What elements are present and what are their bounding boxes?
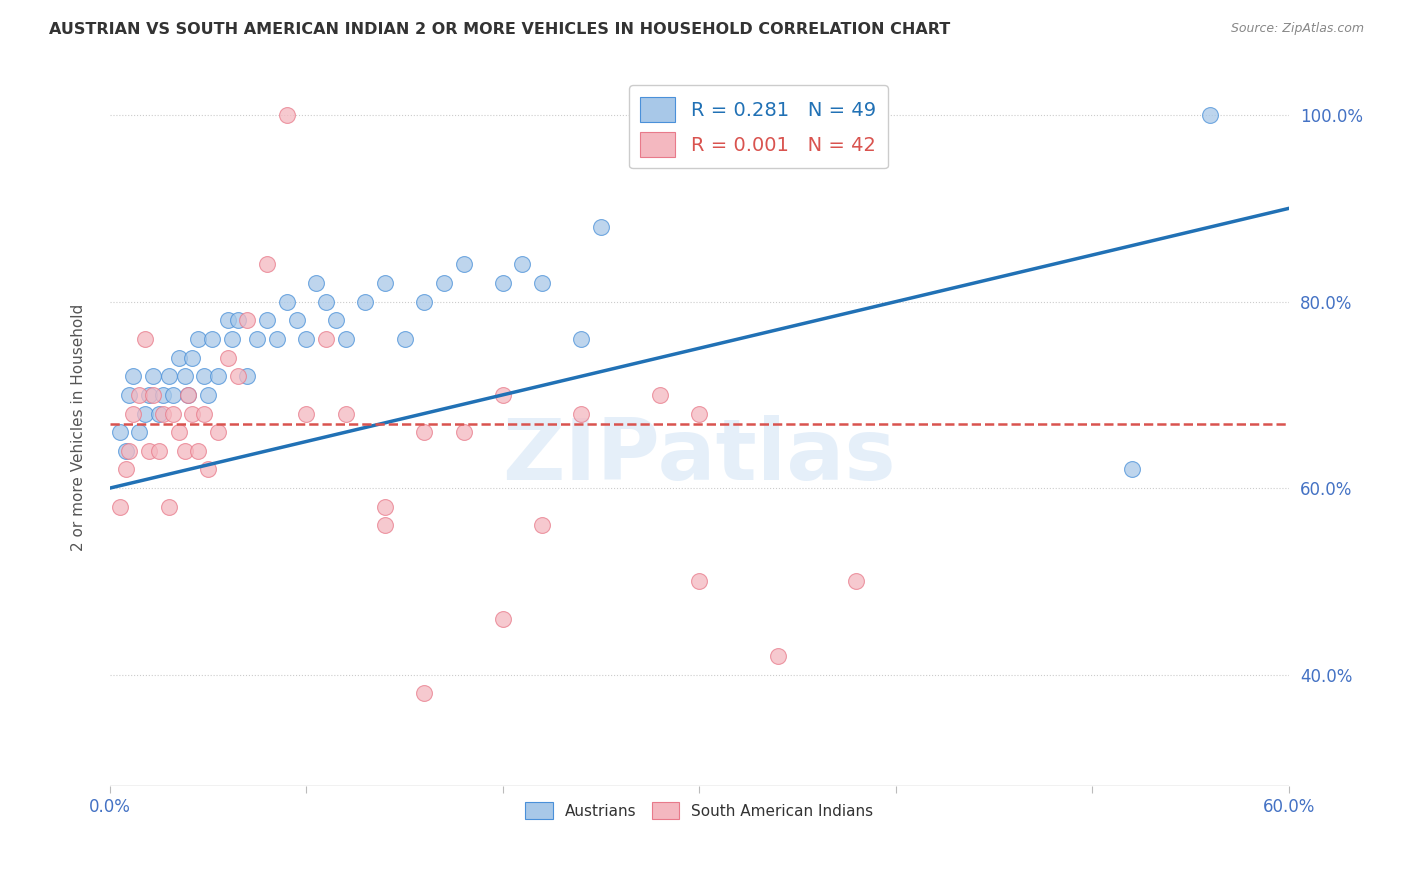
Point [256,257,278,271]
Point [181,407,204,421]
Point [207,425,229,439]
Point [187,332,209,346]
Point [531,276,554,290]
Point [177,388,200,402]
Point [187,443,209,458]
Point [512,257,534,271]
Point [453,257,475,271]
Point [295,407,318,421]
Point [138,388,160,402]
Point [325,313,347,327]
Point [157,369,180,384]
Point [266,332,288,346]
Point [226,369,249,384]
Point [571,332,593,346]
Point [315,332,337,346]
Point [374,518,396,533]
Point [114,443,136,458]
Point [256,313,278,327]
Point [221,332,243,346]
Point [167,351,190,365]
Point [236,369,259,384]
Point [1121,462,1143,476]
Point [177,388,200,402]
Point [173,443,195,458]
Point [114,462,136,476]
Point [305,276,328,290]
Y-axis label: 2 or more Vehicles in Household: 2 or more Vehicles in Household [72,304,86,551]
Point [152,407,174,421]
Point [236,313,259,327]
Point [173,369,195,384]
Point [108,500,131,514]
Point [688,407,710,421]
Point [285,313,308,327]
Point [374,500,396,514]
Point [335,332,357,346]
Point [181,351,204,365]
Text: Source: ZipAtlas.com: Source: ZipAtlas.com [1230,22,1364,36]
Point [276,294,298,309]
Point [688,108,710,122]
Text: ZIPatlas: ZIPatlas [502,415,896,498]
Point [167,425,190,439]
Point [374,276,396,290]
Point [591,220,613,235]
Point [128,388,150,402]
Point [492,612,515,626]
Text: AUSTRIAN VS SOUTH AMERICAN INDIAN 2 OR MORE VEHICLES IN HOUSEHOLD CORRELATION CH: AUSTRIAN VS SOUTH AMERICAN INDIAN 2 OR M… [49,22,950,37]
Point [394,332,416,346]
Point [354,294,377,309]
Point [295,332,318,346]
Point [197,462,219,476]
Point [128,425,150,439]
Point [108,425,131,439]
Point [413,686,436,700]
Point [246,332,269,346]
Point [453,425,475,439]
Point [207,369,229,384]
Point [335,407,357,421]
Point [201,332,224,346]
Point [226,313,249,327]
Point [766,648,789,663]
Point [197,388,219,402]
Point [413,425,436,439]
Point [688,574,710,589]
Point [193,407,215,421]
Point [492,276,515,290]
Point [138,443,160,458]
Point [433,276,456,290]
Point [152,388,174,402]
Point [122,369,145,384]
Point [148,443,170,458]
Point [148,407,170,421]
Point [193,369,215,384]
Legend: Austrians, South American Indians: Austrians, South American Indians [519,796,880,825]
Point [118,388,141,402]
Point [492,388,515,402]
Point [315,294,337,309]
Point [162,407,184,421]
Point [531,518,554,533]
Point [142,388,165,402]
Point [134,332,156,346]
Point [845,574,868,589]
Point [1199,108,1222,122]
Point [217,313,239,327]
Point [162,388,184,402]
Point [134,407,156,421]
Point [648,388,671,402]
Point [157,500,180,514]
Point [571,407,593,421]
Point [276,108,298,122]
Point [142,369,165,384]
Point [118,443,141,458]
Point [413,294,436,309]
Point [217,351,239,365]
Point [122,407,145,421]
